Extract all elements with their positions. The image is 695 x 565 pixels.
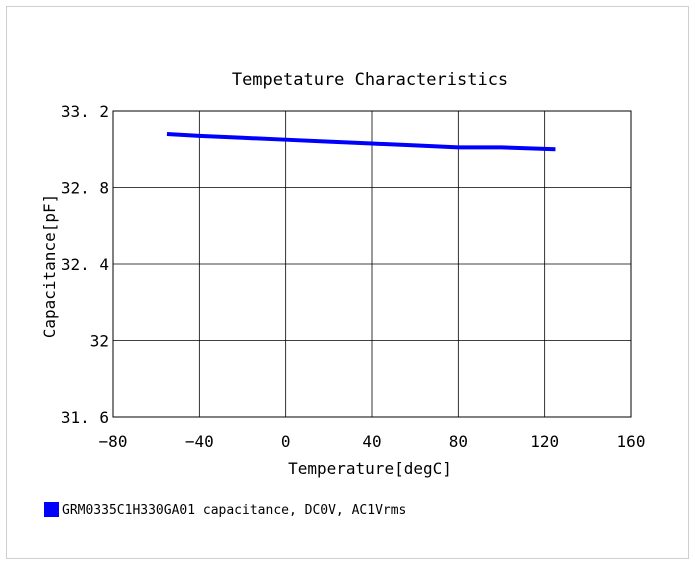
chart-title: Tempetature Characteristics — [232, 70, 508, 90]
y-tick-label: 32. 4 — [61, 255, 109, 274]
series-line — [166, 131, 556, 152]
x-tick-label: 0 — [281, 432, 291, 451]
x-tick-label: −40 — [185, 432, 214, 451]
y-tick-label: 32 — [90, 332, 109, 351]
y-axis-ticks: 31. 6 32 32. 4 32. 8 33. 2 — [61, 102, 109, 427]
chart-frame — [6, 6, 689, 559]
series-layer — [166, 131, 556, 152]
x-axis-ticks: −80 −40 0 40 80 120 160 — [99, 432, 646, 451]
x-tick-label: 40 — [362, 432, 381, 451]
x-tick-label: −80 — [99, 432, 128, 451]
y-tick-label: 32. 8 — [61, 179, 109, 198]
x-tick-label: 80 — [449, 432, 468, 451]
grid — [113, 111, 631, 417]
y-axis-label: Capacitance[pF] — [40, 194, 59, 339]
plot-area — [112, 110, 632, 418]
legend-label: GRM0335C1H330GA01 capacitance, DC0V, AC1… — [62, 503, 406, 518]
x-tick-label: 120 — [530, 432, 559, 451]
x-tick-label: 160 — [617, 432, 646, 451]
x-axis-label: Temperature[degC] — [288, 459, 452, 478]
legend: GRM0335C1H330GA01 capacitance, DC0V, AC1… — [44, 502, 406, 518]
y-tick-label: 31. 6 — [61, 408, 109, 427]
y-tick-label: 33. 2 — [61, 102, 109, 121]
legend-swatch — [44, 502, 59, 517]
